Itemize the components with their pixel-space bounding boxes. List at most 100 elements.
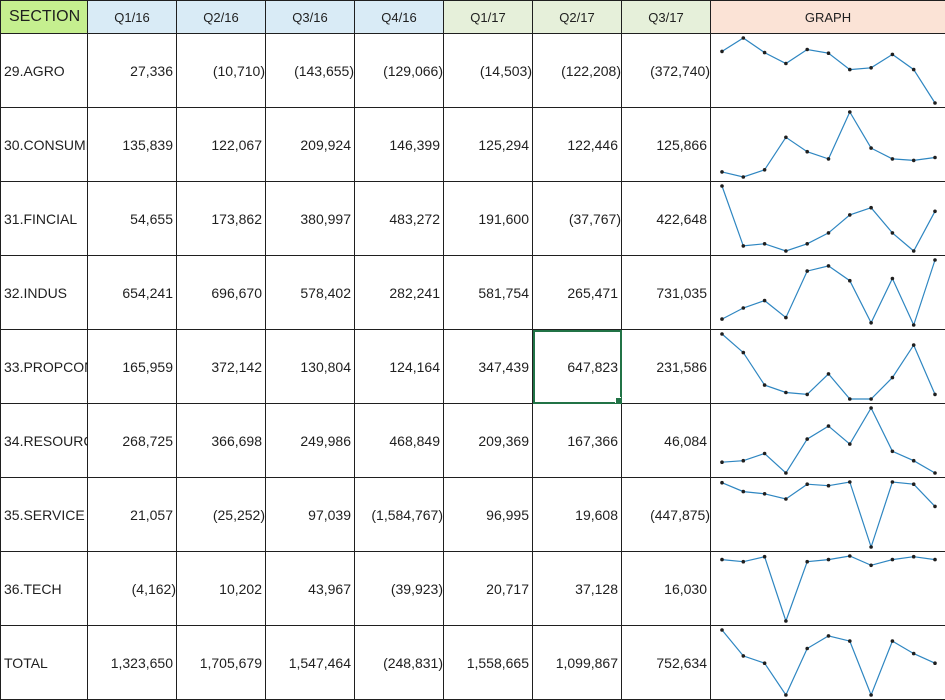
value-cell[interactable]: (4,162): [88, 552, 177, 626]
header-q1-17[interactable]: Q1/17: [444, 1, 533, 34]
sparkline-cell[interactable]: [711, 552, 945, 626]
sparkline-cell[interactable]: [711, 404, 945, 478]
value-cell[interactable]: 46,084: [622, 404, 711, 478]
section-name-cell[interactable]: TOTAL: [1, 626, 88, 700]
sparkline-point: [869, 406, 873, 410]
header-q1-16[interactable]: Q1/16: [88, 1, 177, 34]
header-row: SECTION Q1/16 Q2/16 Q3/16 Q4/16 Q1/17 Q2…: [1, 1, 945, 34]
value-cell[interactable]: (14,503): [444, 34, 533, 108]
value-cell[interactable]: 581,754: [444, 256, 533, 330]
value-cell[interactable]: (129,066): [355, 34, 444, 108]
value-cell[interactable]: 265,471: [533, 256, 622, 330]
section-name-cell[interactable]: 36.TECH: [1, 552, 88, 626]
value-cell[interactable]: 372,142: [177, 330, 266, 404]
value-cell[interactable]: (143,655): [266, 34, 355, 108]
value-cell[interactable]: 1,547,464: [266, 626, 355, 700]
value-cell[interactable]: (37,767): [533, 182, 622, 256]
section-name-cell[interactable]: 31.FINCIAL: [1, 182, 88, 256]
value-cell[interactable]: (447,875): [622, 478, 711, 552]
sparkline-point: [933, 101, 937, 105]
sparkline-point: [891, 53, 895, 57]
section-name-cell[interactable]: 33.PROPCON: [1, 330, 88, 404]
sparkline-point: [784, 391, 788, 395]
value-cell[interactable]: 347,439: [444, 330, 533, 404]
section-name-cell[interactable]: 35.SERVICE: [1, 478, 88, 552]
value-cell[interactable]: (1,584,767): [355, 478, 444, 552]
value-cell[interactable]: 366,698: [177, 404, 266, 478]
value-cell[interactable]: 209,369: [444, 404, 533, 478]
value-cell[interactable]: 696,670: [177, 256, 266, 330]
sparkline-cell[interactable]: [711, 108, 945, 182]
value-cell[interactable]: 125,866: [622, 108, 711, 182]
value-cell[interactable]: 191,600: [444, 182, 533, 256]
value-cell[interactable]: 422,648: [622, 182, 711, 256]
value-cell[interactable]: 21,057: [88, 478, 177, 552]
value-cell[interactable]: 16,030: [622, 552, 711, 626]
value-cell[interactable]: 380,997: [266, 182, 355, 256]
section-name-cell[interactable]: 34.RESOURC: [1, 404, 88, 478]
value-cell[interactable]: 20,717: [444, 552, 533, 626]
value-cell[interactable]: 54,655: [88, 182, 177, 256]
sparkline-point: [933, 393, 937, 397]
header-section[interactable]: SECTION: [1, 1, 88, 34]
sparkline-cell[interactable]: [711, 256, 945, 330]
value-cell[interactable]: 43,967: [266, 552, 355, 626]
value-cell[interactable]: 19,608: [533, 478, 622, 552]
value-cell[interactable]: 130,804: [266, 330, 355, 404]
value-cell[interactable]: (25,252): [177, 478, 266, 552]
value-cell[interactable]: 578,402: [266, 256, 355, 330]
value-cell[interactable]: (122,208): [533, 34, 622, 108]
value-cell[interactable]: (248,831): [355, 626, 444, 700]
value-cell[interactable]: 231,586: [622, 330, 711, 404]
value-cell[interactable]: 483,272: [355, 182, 444, 256]
value-cell[interactable]: 1,099,867: [533, 626, 622, 700]
header-q2-17[interactable]: Q2/17: [533, 1, 622, 34]
header-graph[interactable]: GRAPH: [711, 1, 945, 34]
value-cell[interactable]: 125,294: [444, 108, 533, 182]
value-cell[interactable]: 10,202: [177, 552, 266, 626]
value-cell[interactable]: 249,986: [266, 404, 355, 478]
header-q3-16[interactable]: Q3/16: [266, 1, 355, 34]
value-cell[interactable]: 96,995: [444, 478, 533, 552]
sparkline-point: [827, 157, 831, 161]
value-cell[interactable]: 167,366: [533, 404, 622, 478]
value-cell[interactable]: 209,924: [266, 108, 355, 182]
section-name-cell[interactable]: 30.CONSUMI: [1, 108, 88, 182]
sparkline-cell[interactable]: [711, 330, 945, 404]
value-cell[interactable]: 122,067: [177, 108, 266, 182]
section-name-cell[interactable]: 29.AGRO: [1, 34, 88, 108]
header-q2-16[interactable]: Q2/16: [177, 1, 266, 34]
sparkline-cell[interactable]: [711, 478, 945, 552]
value-cell[interactable]: 268,725: [88, 404, 177, 478]
section-name-cell[interactable]: 32.INDUS: [1, 256, 88, 330]
value-cell[interactable]: 97,039: [266, 478, 355, 552]
value-cell[interactable]: 752,634: [622, 626, 711, 700]
value-cell[interactable]: 37,128: [533, 552, 622, 626]
value-cell[interactable]: 468,849: [355, 404, 444, 478]
sparkline-cell[interactable]: [711, 626, 945, 700]
value-cell[interactable]: 173,862: [177, 182, 266, 256]
value-cell[interactable]: 165,959: [88, 330, 177, 404]
value-cell[interactable]: (10,710): [177, 34, 266, 108]
value-cell[interactable]: (39,923): [355, 552, 444, 626]
value-cell[interactable]: 1,705,679: [177, 626, 266, 700]
value-cell[interactable]: 282,241: [355, 256, 444, 330]
header-q3-17[interactable]: Q3/17: [622, 1, 711, 34]
value-cell[interactable]: 135,839: [88, 108, 177, 182]
value-cell[interactable]: 1,323,650: [88, 626, 177, 700]
value-cell[interactable]: 1,558,665: [444, 626, 533, 700]
value-cell[interactable]: 27,336: [88, 34, 177, 108]
selected-cell[interactable]: 647,823: [533, 330, 622, 404]
value-cell[interactable]: 122,446: [533, 108, 622, 182]
value-cell[interactable]: (372,740): [622, 34, 711, 108]
fill-handle[interactable]: [615, 397, 622, 404]
sparkline-cell[interactable]: [711, 34, 945, 108]
header-q4-16[interactable]: Q4/16: [355, 1, 444, 34]
value-cell[interactable]: 654,241: [88, 256, 177, 330]
value-cell[interactable]: 731,035: [622, 256, 711, 330]
sparkline-path: [722, 482, 935, 547]
value-cell[interactable]: 124,164: [355, 330, 444, 404]
sparkline-point: [912, 68, 916, 72]
value-cell[interactable]: 146,399: [355, 108, 444, 182]
sparkline-cell[interactable]: [711, 182, 945, 256]
